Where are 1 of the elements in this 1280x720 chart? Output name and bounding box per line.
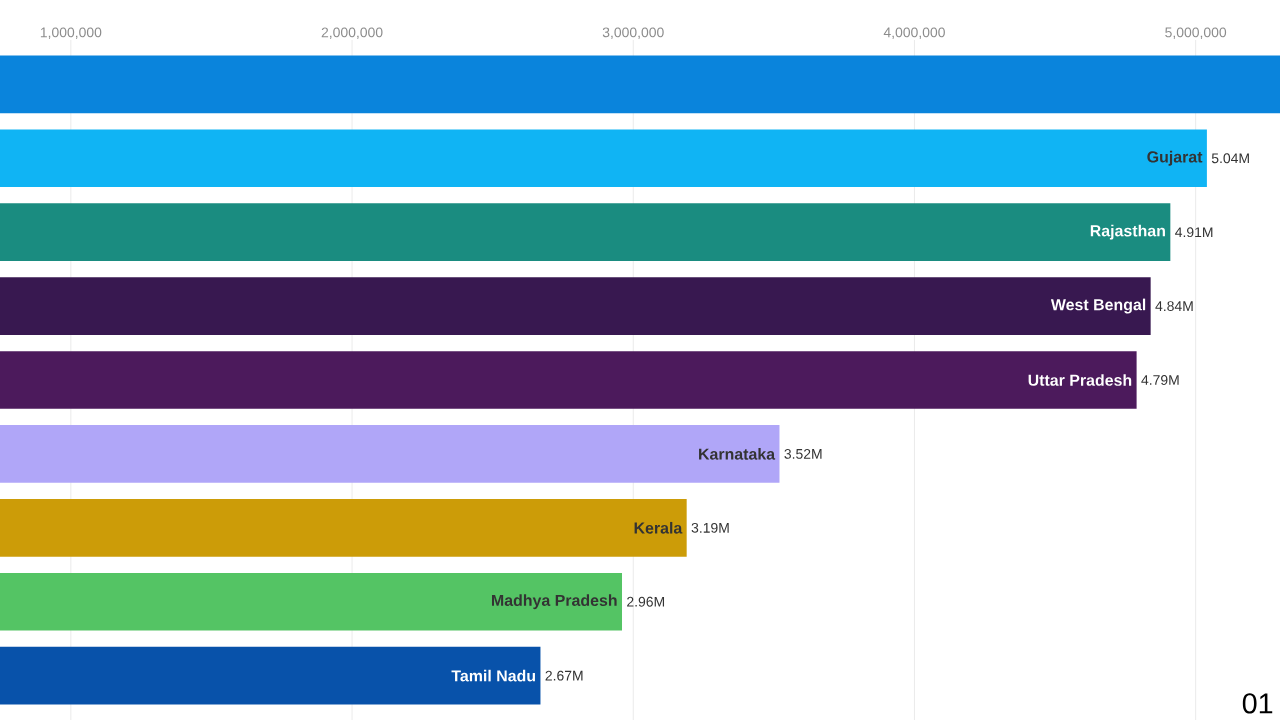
- annotation: 01: [1242, 693, 1273, 714]
